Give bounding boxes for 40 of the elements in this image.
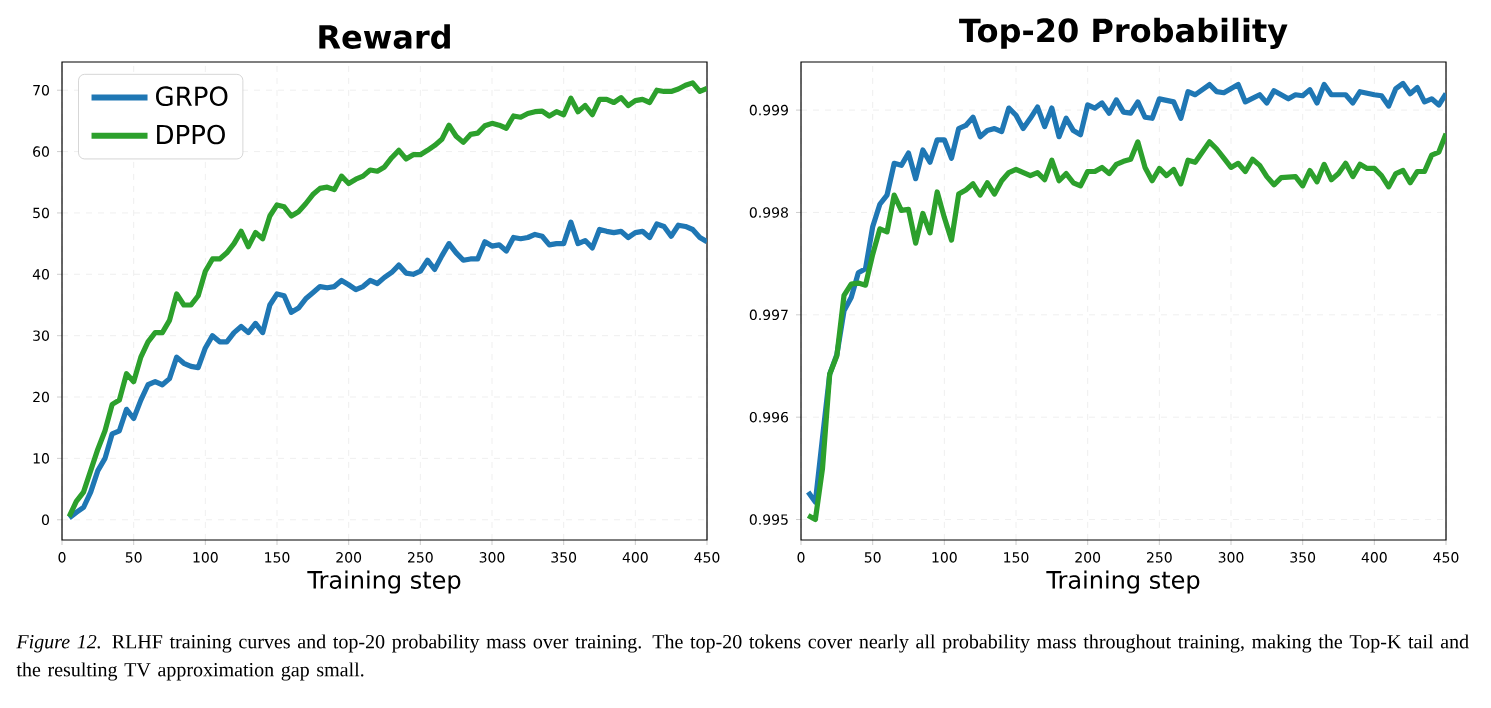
chart-title: Reward [319,24,450,49]
x-tick-label: 200 [1075,552,1101,563]
x-tick-label: 0 [58,552,66,563]
x-tick-label: 300 [1218,552,1244,563]
y-tick-label: 0.995 [749,514,788,525]
x-tick-label: 350 [551,552,577,563]
x-tick-label: 400 [622,552,648,563]
x-tick-label: 400 [1361,552,1387,563]
legend-label: DPPO [157,124,225,145]
y-tick-label: 20 [33,391,49,403]
y-tick-label: 30 [33,330,49,341]
x-tick-label: 150 [265,552,290,563]
y-tick-label: 60 [33,146,49,157]
x-tick-label: 50 [864,552,881,563]
x-tick-label: 50 [125,552,142,563]
y-tick-label: 0.997 [749,309,788,321]
x-tick-label: 0 [797,552,805,563]
y-tick-label: 0.998 [749,207,788,218]
x-tick-label: 450 [1433,552,1459,563]
x-tick-label: 300 [479,552,505,563]
x-tick-label: 100 [193,552,218,563]
x-tick-label: 250 [408,552,433,563]
legend-label: GRPO [156,86,228,107]
y-tick-label: 70 [33,84,49,96]
y-tick-label: 0 [41,514,49,526]
y-tick-label: 40 [32,269,49,280]
y-tick-label: 10 [33,453,49,464]
x-axis-title: Training step [1046,570,1200,594]
chart-title: Top-20 Probability [959,17,1288,49]
text: Figure 12. RLHF training curves and top-20 probability mass over training. The top-20 tokens cover nearly all probability mass throughout training, making the Top-K tail and the resulting TV approximation gap small. [16,634,1469,681]
y-tick-label: 50 [33,207,49,219]
x-tick-label: 250 [1147,552,1172,563]
y-tick-label: 0.996 [749,411,789,423]
x-tick-label: 200 [336,552,362,563]
y-tick-label: 0.999 [749,104,788,116]
x-tick-label: 150 [1004,552,1029,563]
x-tick-label: 100 [932,552,957,563]
x-axis-title: Training step [307,570,461,594]
x-tick-label: 450 [694,552,720,563]
x-tick-label: 350 [1290,552,1316,563]
